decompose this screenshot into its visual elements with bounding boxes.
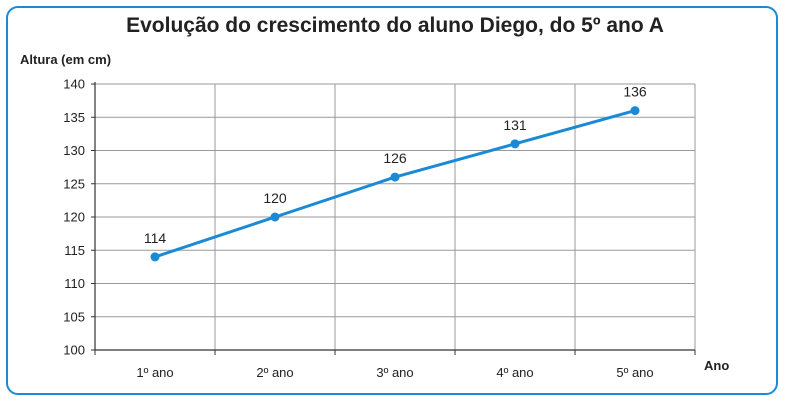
x-tick-label: 1º ano bbox=[136, 365, 173, 380]
data-point bbox=[270, 212, 280, 222]
y-tick-label: 105 bbox=[63, 309, 85, 324]
data-label: 114 bbox=[144, 230, 167, 246]
y-tick-label: 115 bbox=[64, 243, 85, 258]
grid bbox=[95, 83, 696, 350]
y-axis-label: Altura (em cm) bbox=[20, 52, 112, 67]
x-tick-label: 4º ano bbox=[496, 365, 533, 380]
y-tick-label: 110 bbox=[64, 276, 85, 291]
y-tick-label: 135 bbox=[63, 110, 85, 125]
data-label: 131 bbox=[503, 117, 527, 133]
y-tick-label: 120 bbox=[63, 210, 85, 225]
data-point bbox=[390, 172, 400, 182]
data-point bbox=[630, 106, 640, 116]
data-label: 120 bbox=[263, 190, 287, 206]
y-tick-label: 130 bbox=[63, 143, 85, 158]
x-tick-label: 5º ano bbox=[616, 365, 653, 380]
data-label: 126 bbox=[383, 150, 407, 166]
data-point bbox=[150, 252, 160, 262]
x-tick-label: 3º ano bbox=[376, 365, 413, 380]
series: 114 120 126 131 136 bbox=[144, 84, 647, 262]
y-tick-label: 140 bbox=[63, 77, 85, 92]
chart-title: Evolução do crescimento do aluno Diego, … bbox=[126, 14, 664, 37]
axes bbox=[91, 82, 696, 355]
y-tick-label: 125 bbox=[63, 176, 85, 191]
data-point bbox=[510, 139, 520, 149]
data-label: 136 bbox=[623, 84, 647, 100]
y-tick-label: 100 bbox=[63, 343, 85, 358]
x-ticks: 1º ano 2º ano 3º ano 4º ano 5º ano bbox=[136, 365, 653, 380]
x-axis-label: Ano bbox=[704, 358, 730, 373]
chart-frame bbox=[6, 6, 778, 395]
x-tick-label: 2º ano bbox=[256, 365, 293, 380]
y-ticks: 100 105 110 115 120 125 130 135 140 bbox=[63, 77, 85, 358]
